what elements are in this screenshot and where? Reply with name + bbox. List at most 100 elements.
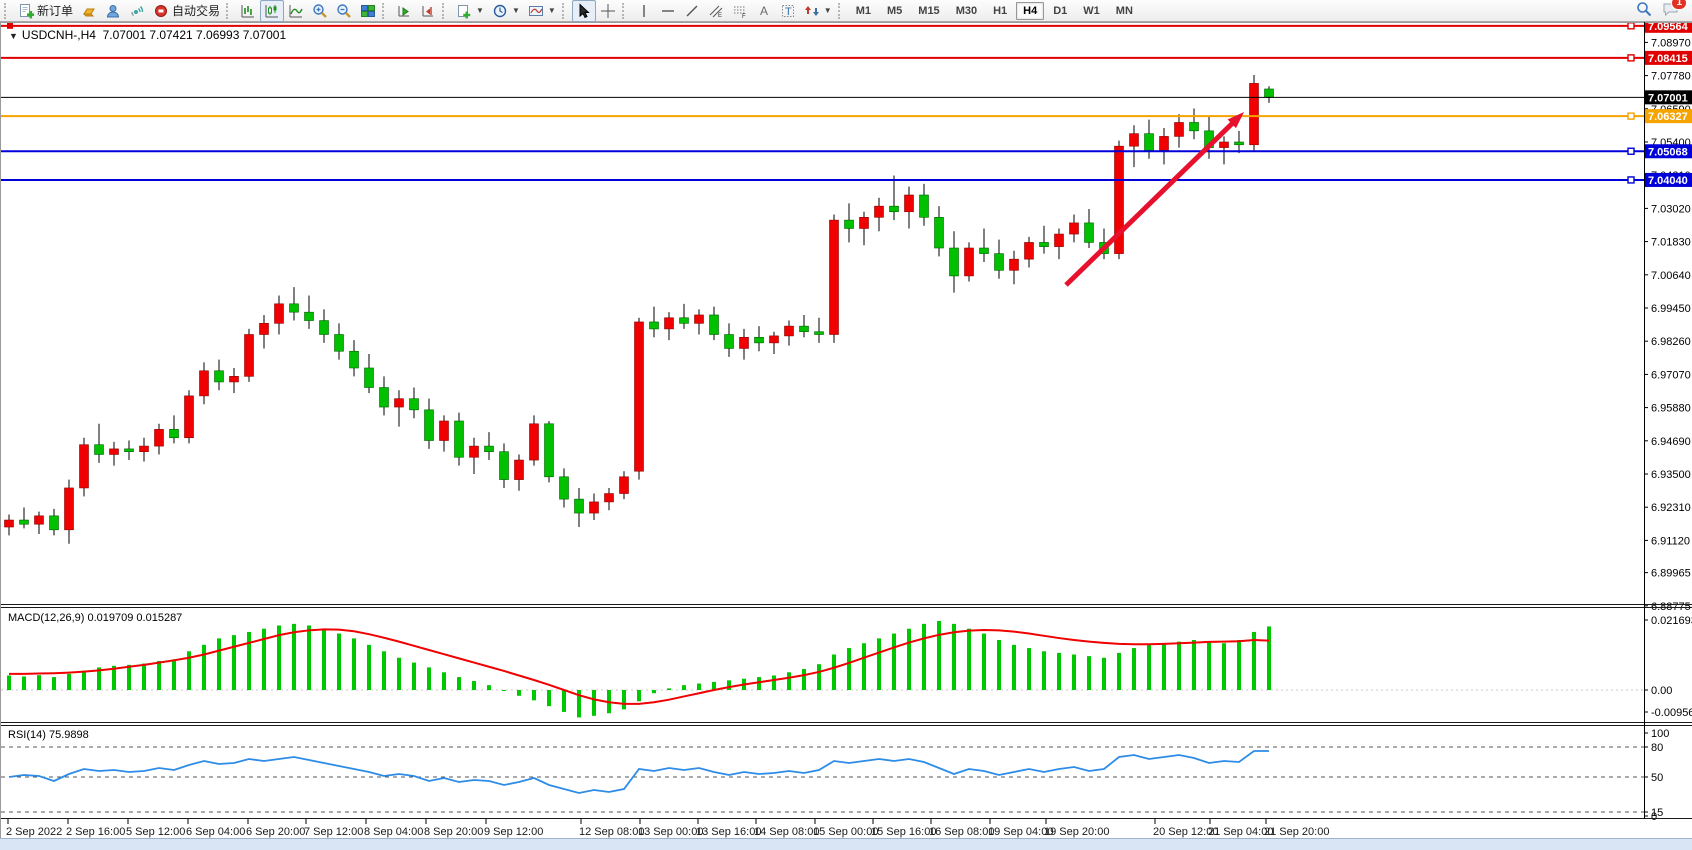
svg-text:7.08970: 7.08970 bbox=[1651, 37, 1691, 49]
new-chart-icon bbox=[456, 3, 472, 19]
svg-text:2 Sep 2022: 2 Sep 2022 bbox=[6, 826, 62, 838]
svg-text:-0.009563: -0.009563 bbox=[1651, 707, 1692, 719]
horizontal-line-button[interactable] bbox=[656, 0, 680, 22]
svg-text:2 Sep 16:00: 2 Sep 16:00 bbox=[66, 826, 125, 838]
svg-text:6.92310: 6.92310 bbox=[1651, 502, 1691, 514]
svg-text:A: A bbox=[760, 4, 768, 18]
svg-text:7.06327: 7.06327 bbox=[1648, 111, 1688, 123]
svg-text:0.00: 0.00 bbox=[1651, 685, 1672, 697]
new-order-label: 新订单 bbox=[37, 2, 73, 19]
trendline-button[interactable] bbox=[680, 0, 704, 22]
svg-text:6.88775: 6.88775 bbox=[1651, 601, 1691, 613]
community-user-icon bbox=[105, 3, 121, 19]
svg-text:16 Sep 08:00: 16 Sep 08:00 bbox=[929, 826, 994, 838]
crosshair-button[interactable] bbox=[596, 0, 620, 22]
toolbar-grip bbox=[838, 3, 844, 19]
svg-text:E: E bbox=[718, 13, 722, 19]
svg-text:7.08415: 7.08415 bbox=[1648, 53, 1688, 65]
signals-button[interactable] bbox=[125, 0, 149, 22]
signal-broadcast-icon bbox=[129, 3, 145, 19]
symbol-period-label: USDCNH-,H4 bbox=[22, 28, 96, 42]
svg-text:8 Sep 04:00: 8 Sep 04:00 bbox=[364, 826, 423, 838]
svg-text:13 Sep 16:00: 13 Sep 16:00 bbox=[696, 826, 761, 838]
fibonacci-button[interactable]: F bbox=[728, 0, 752, 22]
vertical-line-button[interactable] bbox=[632, 0, 656, 22]
timeframe-w1-button[interactable]: W1 bbox=[1076, 2, 1107, 20]
horizontal-line-icon bbox=[660, 3, 676, 19]
toolbar-grip bbox=[4, 3, 10, 19]
macd-name: MACD(12,26,9) bbox=[8, 612, 84, 624]
timeframe-h4-button[interactable]: H4 bbox=[1016, 2, 1044, 20]
svg-text:19 Sep 20:00: 19 Sep 20:00 bbox=[1044, 826, 1109, 838]
templates-button[interactable]: ▼ bbox=[524, 0, 560, 22]
text-label-icon: T bbox=[780, 3, 796, 19]
svg-text:7.07001: 7.07001 bbox=[1648, 92, 1688, 104]
svg-text:6.97070: 6.97070 bbox=[1651, 369, 1691, 381]
timeframe-m15-button[interactable]: M15 bbox=[911, 2, 946, 20]
tile-windows-button[interactable] bbox=[356, 0, 380, 22]
timeframe-h1-button[interactable]: H1 bbox=[986, 2, 1014, 20]
svg-text:7.01830: 7.01830 bbox=[1651, 237, 1691, 249]
svg-text:5 Sep 12:00: 5 Sep 12:00 bbox=[126, 826, 185, 838]
periods-button[interactable]: ▼ bbox=[488, 0, 524, 22]
equidistant-channel-button[interactable]: E bbox=[704, 0, 728, 22]
arrows-button[interactable]: ▼ bbox=[800, 0, 836, 22]
timeframe-m1-button[interactable]: M1 bbox=[849, 2, 878, 20]
svg-text:21 Sep 20:00: 21 Sep 20:00 bbox=[1264, 826, 1329, 838]
timeframe-mn-button[interactable]: MN bbox=[1109, 2, 1140, 20]
svg-text:15 Sep 00:00: 15 Sep 00:00 bbox=[813, 826, 878, 838]
svg-text:13 Sep 00:00: 13 Sep 00:00 bbox=[638, 826, 703, 838]
timeframe-m5-button[interactable]: M5 bbox=[880, 2, 909, 20]
dropdown-arrow-icon: ▼ bbox=[824, 6, 832, 15]
dropdown-arrow-icon: ▼ bbox=[512, 6, 520, 15]
cursor-button[interactable] bbox=[572, 0, 596, 22]
auto-scroll-button[interactable] bbox=[392, 0, 416, 22]
timeframe-m30-button[interactable]: M30 bbox=[949, 2, 984, 20]
chart-window: 7.089707.077807.065907.054007.042107.030… bbox=[0, 22, 1692, 838]
svg-text:9 Sep 12:00: 9 Sep 12:00 bbox=[484, 826, 543, 838]
chart-title: ▼USDCNH-,H4 7.07001 7.07421 7.06993 7.07… bbox=[9, 28, 286, 42]
svg-text:7.04040: 7.04040 bbox=[1648, 175, 1688, 187]
svg-text:7.00640: 7.00640 bbox=[1651, 270, 1691, 282]
macd-label: MACD(12,26,9) 0.019709 0.015287 bbox=[8, 612, 182, 624]
market-watch-button[interactable] bbox=[77, 0, 101, 22]
zoom-in-button[interactable] bbox=[308, 0, 332, 22]
crosshair-icon bbox=[600, 3, 616, 19]
gold-ingot-icon bbox=[81, 3, 97, 19]
chart-canvas[interactable]: 7.089707.077807.065907.054007.042107.030… bbox=[1, 22, 1692, 838]
svg-text:6.94690: 6.94690 bbox=[1651, 436, 1691, 448]
trendline-icon bbox=[684, 3, 700, 19]
toolbar-right: 1 bbox=[1636, 1, 1690, 20]
bar-chart-button[interactable] bbox=[236, 0, 260, 22]
auto-trading-label: 自动交易 bbox=[172, 2, 220, 19]
candlestick-chart-icon bbox=[264, 3, 280, 19]
text-button[interactable]: A bbox=[752, 0, 776, 22]
new-chart-button[interactable]: ▼ bbox=[452, 0, 488, 22]
svg-text:80: 80 bbox=[1651, 742, 1663, 754]
quick-trade-caret-icon[interactable]: ▼ bbox=[9, 31, 18, 41]
notifications-button[interactable]: 1 bbox=[1662, 1, 1680, 20]
search-icon[interactable] bbox=[1636, 1, 1652, 20]
auto-trading-icon bbox=[153, 3, 169, 19]
svg-text:7 Sep 12:00: 7 Sep 12:00 bbox=[304, 826, 363, 838]
new-order-button[interactable]: 新订单 bbox=[14, 0, 77, 22]
svg-text:7.09564: 7.09564 bbox=[1648, 22, 1689, 33]
zoom-out-button[interactable] bbox=[332, 0, 356, 22]
auto-trading-button[interactable]: 自动交易 bbox=[149, 0, 224, 22]
text-label-button[interactable]: T bbox=[776, 0, 800, 22]
candlestick-chart-button[interactable] bbox=[260, 0, 284, 22]
rsi-name: RSI(14) bbox=[8, 729, 46, 741]
status-bar bbox=[0, 838, 1692, 850]
timeframe-d1-button[interactable]: D1 bbox=[1046, 2, 1074, 20]
toolbar: 新订单 自动交易 bbox=[0, 0, 1692, 22]
community-button[interactable] bbox=[101, 0, 125, 22]
text-a-icon: A bbox=[756, 3, 772, 19]
chart-shift-button[interactable] bbox=[416, 0, 440, 22]
line-chart-icon bbox=[288, 3, 304, 19]
cursor-icon bbox=[576, 3, 592, 19]
line-chart-button[interactable] bbox=[284, 0, 308, 22]
zoom-out-icon bbox=[336, 3, 352, 19]
svg-text:6.93500: 6.93500 bbox=[1651, 469, 1691, 481]
svg-text:100: 100 bbox=[1651, 728, 1669, 740]
